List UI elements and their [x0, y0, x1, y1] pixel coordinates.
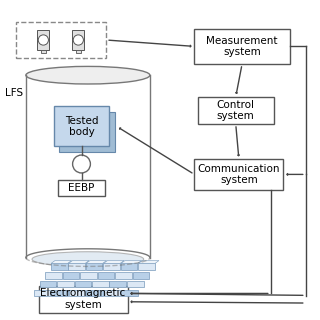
Bar: [41, 50, 46, 53]
Polygon shape: [86, 260, 107, 263]
Bar: [69, 290, 85, 296]
Bar: [104, 290, 120, 296]
Text: Control
system: Control system: [217, 100, 255, 121]
Polygon shape: [139, 260, 159, 263]
Bar: [15, 22, 106, 59]
Polygon shape: [103, 260, 124, 263]
Bar: [59, 180, 105, 196]
Bar: [45, 272, 62, 279]
Circle shape: [73, 35, 84, 45]
Text: EEBP: EEBP: [68, 183, 95, 193]
Bar: [72, 30, 84, 50]
Bar: [139, 263, 155, 270]
Text: Electromagnetic
system: Electromagnetic system: [40, 288, 126, 310]
Polygon shape: [51, 260, 71, 263]
Bar: [40, 281, 56, 287]
Text: Tested
body: Tested body: [65, 116, 98, 137]
Circle shape: [38, 35, 48, 45]
Bar: [54, 106, 109, 147]
Bar: [98, 272, 114, 279]
Bar: [80, 272, 97, 279]
Bar: [197, 97, 274, 124]
Bar: [115, 272, 132, 279]
Bar: [127, 281, 143, 287]
Bar: [75, 281, 91, 287]
Bar: [133, 272, 149, 279]
Ellipse shape: [32, 252, 144, 267]
Bar: [109, 281, 126, 287]
Bar: [86, 290, 103, 296]
Bar: [37, 30, 49, 50]
Bar: [86, 263, 102, 270]
Bar: [51, 263, 68, 270]
Bar: [34, 290, 50, 296]
Bar: [194, 159, 284, 189]
Polygon shape: [121, 260, 141, 263]
Bar: [39, 285, 128, 313]
Text: Communication
system: Communication system: [198, 164, 280, 185]
Bar: [121, 290, 138, 296]
Bar: [121, 263, 138, 270]
Bar: [92, 281, 108, 287]
Bar: [51, 290, 68, 296]
Bar: [57, 281, 74, 287]
Bar: [68, 263, 85, 270]
Bar: [194, 29, 290, 64]
Polygon shape: [68, 260, 89, 263]
Bar: [103, 263, 120, 270]
Bar: [60, 112, 115, 152]
Circle shape: [73, 155, 91, 173]
Bar: [26, 75, 150, 258]
Text: Measurement
system: Measurement system: [206, 36, 278, 57]
Ellipse shape: [26, 67, 150, 84]
Text: LFS: LFS: [4, 88, 23, 98]
Bar: [76, 50, 81, 53]
Bar: [63, 272, 79, 279]
